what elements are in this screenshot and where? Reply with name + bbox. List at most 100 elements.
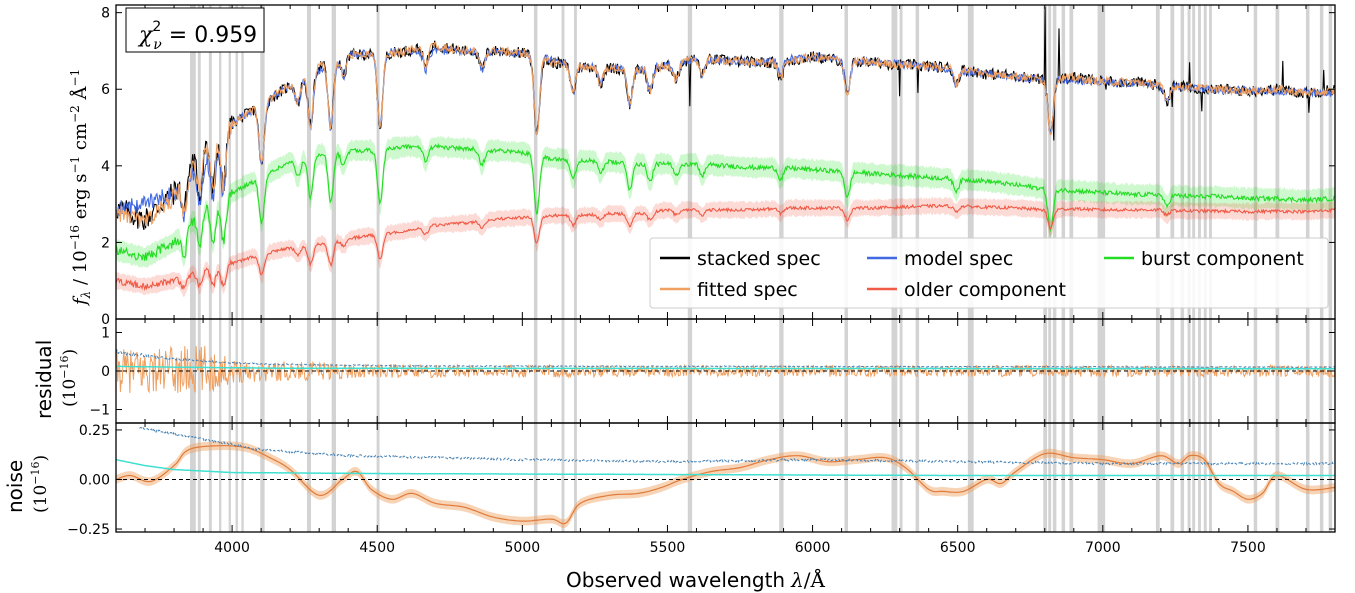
masked-region	[1198, 319, 1201, 423]
masked-region	[1187, 5, 1191, 319]
masked-region	[533, 5, 538, 319]
masked-region	[844, 423, 848, 532]
masked-region	[687, 5, 693, 319]
masked-region	[915, 5, 920, 319]
masked-region	[1170, 319, 1175, 423]
masked-region	[1203, 423, 1207, 532]
masked-region	[376, 423, 380, 532]
noise-uncertainty-band	[116, 441, 1335, 529]
masked-region	[533, 423, 538, 532]
masked-region	[219, 423, 222, 532]
chi-sub: ν	[153, 37, 162, 53]
series-line-fitted-spec	[115, 41, 1336, 228]
masked-region	[197, 423, 201, 532]
masked-region	[1155, 5, 1160, 319]
masked-region	[1097, 5, 1106, 319]
masked-region	[967, 423, 974, 532]
masked-region	[1319, 5, 1324, 319]
component-uncertainty-bands	[116, 134, 1335, 298]
residual-line	[115, 345, 1336, 394]
masked-region	[967, 5, 974, 319]
masked-region	[235, 423, 238, 532]
masked-region	[779, 5, 784, 319]
residual-ylabel-unit: (10−16)	[58, 349, 80, 407]
masked-region	[1253, 319, 1258, 423]
masked-region	[1180, 423, 1185, 532]
masked-region	[235, 5, 238, 319]
masked-region	[891, 5, 898, 319]
x-tick-label: 7500	[1230, 540, 1266, 556]
masked-region	[306, 5, 312, 319]
noise-model-line	[115, 445, 1336, 525]
masked-region	[1052, 423, 1057, 532]
legend-label-older: older component	[904, 279, 1066, 301]
masked-region	[1198, 423, 1201, 532]
y-tick-label: 1	[101, 325, 110, 341]
masked-region	[1155, 423, 1160, 532]
svg-text:χ2ν = 0.959: χ2 ν = 0.959	[137, 19, 257, 53]
spectrum-series-lines	[115, 7, 1336, 292]
masked-region	[208, 423, 212, 532]
noise-zero-level-line	[115, 458, 1335, 477]
masked-region	[687, 319, 693, 423]
masked-region	[899, 5, 903, 319]
masked-region	[1275, 423, 1280, 532]
spectrum-ylabel: fλ / 10−16 erg s−1 cm−2 Å−1	[68, 69, 93, 307]
masked-region	[1328, 423, 1333, 532]
series-line-older-component	[115, 203, 1336, 292]
masked-region	[1180, 5, 1185, 319]
masked-region	[1203, 5, 1207, 319]
masked-region	[573, 319, 577, 423]
masked-region	[376, 5, 380, 319]
masked-region	[891, 423, 898, 532]
legend-label-burst: burst component	[1141, 248, 1304, 270]
chi-symbol: χ	[137, 23, 154, 48]
masked-region	[1305, 5, 1310, 319]
y-tick-label: 4	[101, 159, 110, 175]
y-tick-label: 6	[101, 82, 110, 98]
noise-series-lines	[115, 426, 1336, 525]
masked-region	[1198, 5, 1201, 319]
masked-region	[1052, 5, 1057, 319]
masked-region	[1048, 423, 1052, 532]
x-tick-label: 5000	[505, 540, 541, 556]
legend-label-fitted: fitted spec	[697, 279, 798, 301]
masked-region	[1061, 5, 1066, 319]
residual-ylabel: residual	[32, 340, 56, 419]
masked-region	[1043, 5, 1048, 319]
masked-region	[306, 319, 312, 423]
x-tick-label: 6000	[795, 540, 831, 556]
legend: stacked spec fitted spec model spec olde…	[649, 237, 1329, 309]
masked-region	[1187, 423, 1191, 532]
masked-region	[190, 423, 196, 532]
masked-region	[1319, 423, 1324, 532]
x-tick-label: 7000	[1085, 540, 1121, 556]
masked-region	[190, 319, 196, 423]
masked-region	[1192, 319, 1196, 423]
masked-region	[331, 423, 337, 532]
uncertainty-band-3	[116, 196, 1335, 298]
y-tick-label: 0	[101, 312, 110, 328]
x-axis-label: Observed wavelength λ/Å	[566, 567, 826, 592]
noise-ylabel-unit: (10−16)	[29, 455, 51, 513]
masked-region	[1043, 423, 1048, 532]
masked-region	[197, 319, 201, 423]
masked-region	[1061, 423, 1066, 532]
masked-region	[779, 423, 784, 532]
noise-model-band	[116, 441, 1335, 529]
y-tick-label: −1	[89, 403, 110, 419]
masked-region	[1170, 423, 1175, 532]
masked-region	[197, 5, 201, 319]
series-line-model-spec	[115, 45, 1336, 223]
uncertainty-band-4	[116, 134, 1335, 269]
masked-region	[228, 5, 231, 319]
masked-region	[573, 423, 577, 532]
masked-region	[561, 423, 565, 532]
x-tick-label: 5500	[650, 540, 686, 556]
masked-region	[1069, 5, 1074, 319]
x-tick-label: 4000	[214, 540, 250, 556]
residual-noise-level-line	[115, 348, 1336, 369]
masked-region	[260, 319, 265, 423]
masked-region	[844, 5, 848, 319]
chi-value: = 0.959	[162, 23, 257, 48]
